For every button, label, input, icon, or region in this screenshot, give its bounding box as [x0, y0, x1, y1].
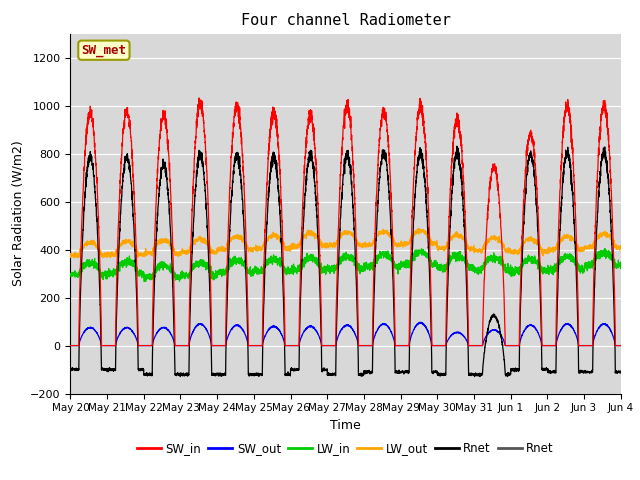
LW_in [325, 265, 333, 271]
LW_out [500, 244, 508, 250]
SW_in [67, 343, 74, 348]
LW_in [166, 267, 173, 273]
SW_in [617, 343, 625, 348]
SW_out [617, 343, 625, 348]
Line: Rnet: Rnet [70, 146, 621, 377]
LW_in [140, 278, 148, 284]
Line: SW_in: SW_in [70, 98, 621, 346]
LW_out [415, 226, 423, 231]
Rnet [471, 374, 479, 380]
Rnet [325, 370, 333, 376]
SW_in [616, 343, 624, 348]
SW_out [67, 343, 74, 348]
Rnet [616, 370, 624, 375]
SW_out [416, 319, 424, 325]
LW_out [616, 243, 624, 249]
LW_in [617, 261, 625, 267]
LW_out [70, 255, 78, 261]
Rnet [617, 369, 625, 375]
Y-axis label: Solar Radiation (W/m2): Solar Radiation (W/m2) [12, 141, 24, 287]
SW_out [469, 343, 477, 348]
LW_out [617, 243, 625, 249]
SW_out [500, 339, 508, 345]
Legend: SW_in, SW_out, LW_in, LW_out, Rnet, Rnet: SW_in, SW_out, LW_in, LW_out, Rnet, Rnet [132, 437, 559, 460]
LW_out [439, 245, 447, 251]
Rnet [438, 371, 446, 377]
SW_in [438, 343, 446, 348]
LW_in [601, 246, 609, 252]
LW_in [469, 264, 477, 269]
LW_in [438, 269, 446, 275]
SW_out [438, 343, 446, 348]
SW_out [616, 343, 624, 348]
LW_out [166, 240, 173, 246]
SW_in [500, 297, 508, 303]
SW_in [325, 343, 333, 348]
SW_in [469, 343, 477, 348]
X-axis label: Time: Time [330, 419, 361, 432]
LW_in [500, 262, 508, 267]
Rnet [469, 372, 477, 377]
Rnet [500, 358, 508, 363]
Line: LW_in: LW_in [70, 249, 621, 281]
SW_in [166, 166, 173, 172]
Rnet [67, 367, 74, 373]
Rnet [453, 144, 461, 149]
LW_out [469, 245, 477, 251]
Title: Four channel Radiometer: Four channel Radiometer [241, 13, 451, 28]
Text: SW_met: SW_met [81, 44, 127, 57]
SW_in [195, 95, 203, 101]
LW_out [325, 241, 333, 247]
Line: SW_out: SW_out [70, 322, 621, 346]
LW_in [616, 261, 624, 266]
Rnet [166, 210, 173, 216]
LW_in [67, 271, 74, 277]
SW_out [166, 329, 173, 335]
SW_out [325, 343, 333, 348]
LW_out [67, 252, 74, 258]
Line: LW_out: LW_out [70, 228, 621, 258]
